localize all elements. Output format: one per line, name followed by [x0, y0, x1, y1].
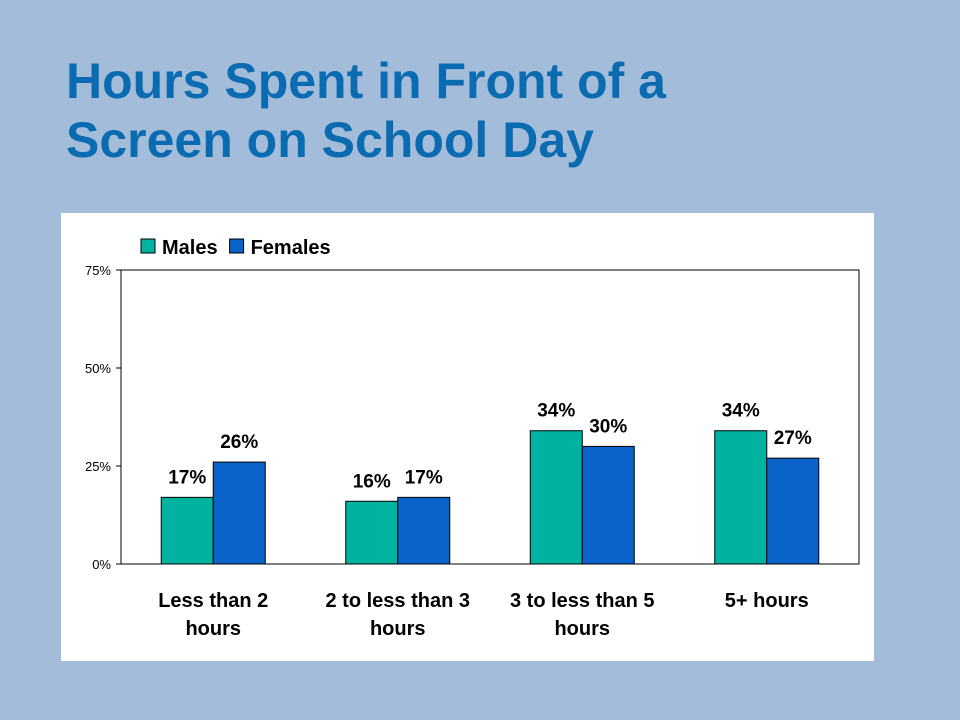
data-label: 34% — [722, 401, 760, 422]
data-label: 26% — [220, 432, 258, 453]
slide-title-line-1: Hours Spent in Front of a — [66, 53, 666, 109]
bar-chart: 0% 25% 50% 75% 17% 16% 34% 34% 26% 17% 30% 27% Less … — [85, 237, 860, 640]
bar-males — [529, 430, 583, 565]
y-tick-label: 50% — [85, 361, 111, 376]
bar-males — [160, 496, 214, 565]
category-label: 2 to less than 3 hours — [326, 590, 471, 640]
category-label: 5+ hours — [725, 590, 809, 612]
category-label: 3 to less than 5 hours — [510, 590, 655, 640]
data-label: 30% — [589, 416, 627, 437]
category-label-line: 3 to less than 5 — [510, 590, 655, 612]
slide-title-line-2: Screen on School Day — [66, 112, 594, 168]
data-label: 17% — [168, 467, 206, 488]
chart-panel: 0% 25% 50% 75% 17% 16% 34% 34% 26% 17% 30% 27% Less … — [61, 213, 874, 661]
data-label: 27% — [774, 428, 812, 449]
bar-females — [581, 445, 635, 565]
category-label: Less than 2 hours — [158, 590, 268, 640]
bar-females — [397, 496, 451, 565]
legend-swatch-females — [229, 238, 245, 254]
bar-males — [345, 500, 399, 565]
y-tick-label: 0% — [92, 557, 111, 572]
data-label: 17% — [405, 467, 443, 488]
category-label-line: 5+ hours — [725, 590, 809, 612]
legend-swatch-males — [140, 238, 156, 254]
category-label-line: hours — [185, 618, 241, 640]
y-tick-label: 75% — [85, 263, 111, 278]
legend-label-males: Males — [162, 237, 218, 259]
plot-area-frame — [120, 269, 860, 565]
category-label-line: 2 to less than 3 — [326, 590, 471, 612]
bar-females — [766, 457, 820, 565]
bar-females — [212, 461, 266, 565]
y-tick-label: 25% — [85, 459, 111, 474]
data-label: 16% — [353, 471, 391, 492]
slide-title: Hours Spent in Front of a Screen on Scho… — [66, 52, 926, 170]
legend-label-females: Females — [251, 237, 331, 259]
category-label-line: Less than 2 — [158, 590, 268, 612]
category-label-line: hours — [554, 618, 610, 640]
category-label-line: hours — [370, 618, 426, 640]
data-label: 34% — [537, 401, 575, 422]
bar-males — [714, 430, 768, 565]
